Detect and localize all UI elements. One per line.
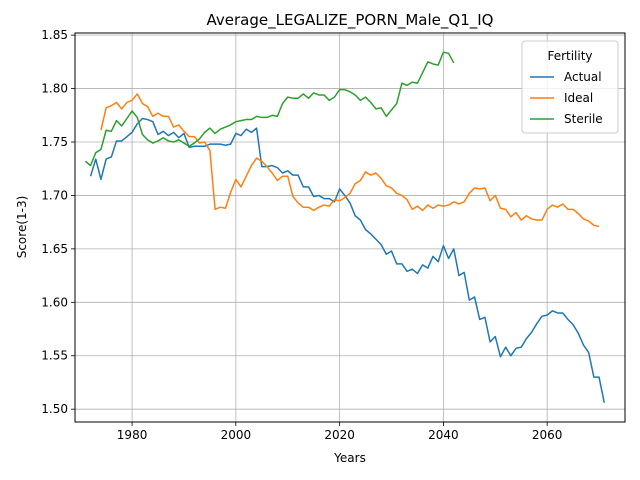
chart-title: Average_LEGALIZE_PORN_Male_Q1_IQ bbox=[207, 11, 494, 30]
series-line-actual bbox=[89, 117, 605, 403]
legend-entries: Actual Ideal Sterile bbox=[530, 70, 603, 126]
legend-title: Fertility bbox=[547, 49, 592, 63]
legend-label-sterile: Sterile bbox=[564, 112, 603, 126]
x-tick-label: 2040 bbox=[428, 428, 459, 442]
y-tick-label: 1.80 bbox=[41, 82, 68, 96]
legend-box bbox=[521, 40, 619, 134]
x-tick-label: 2000 bbox=[221, 428, 252, 442]
y-tick-label: 1.75 bbox=[41, 135, 68, 149]
legend-label-ideal: Ideal bbox=[564, 91, 593, 105]
x-tick-label: 2060 bbox=[532, 428, 563, 442]
legend: Fertility Actual Ideal Sterile bbox=[521, 40, 619, 134]
y-tick-label: 1.85 bbox=[41, 28, 68, 42]
y-tick-label: 1.60 bbox=[41, 295, 68, 309]
legend-label-actual: Actual bbox=[564, 70, 602, 84]
series-line-ideal bbox=[100, 93, 600, 228]
series-line-sterile bbox=[84, 51, 455, 167]
y-tick-label: 1.70 bbox=[41, 188, 68, 202]
y-tick-label: 1.50 bbox=[41, 402, 68, 416]
grid bbox=[75, 33, 625, 422]
plot-frame bbox=[74, 32, 626, 423]
y-axis-ticks: 1.50 1.55 1.60 1.65 1.70 1.75 1.80 1.85 bbox=[41, 28, 75, 416]
x-tick-label: 1980 bbox=[117, 428, 148, 442]
y-tick-label: 1.55 bbox=[41, 349, 68, 363]
y-axis-label: Score(1-3) bbox=[15, 196, 29, 259]
x-axis-label: Years bbox=[333, 451, 366, 465]
y-tick-label: 1.65 bbox=[41, 242, 68, 256]
series-lines bbox=[84, 51, 605, 403]
x-axis-ticks: 1980 2000 2020 2040 2060 bbox=[117, 422, 563, 442]
x-tick-label: 2020 bbox=[324, 428, 355, 442]
